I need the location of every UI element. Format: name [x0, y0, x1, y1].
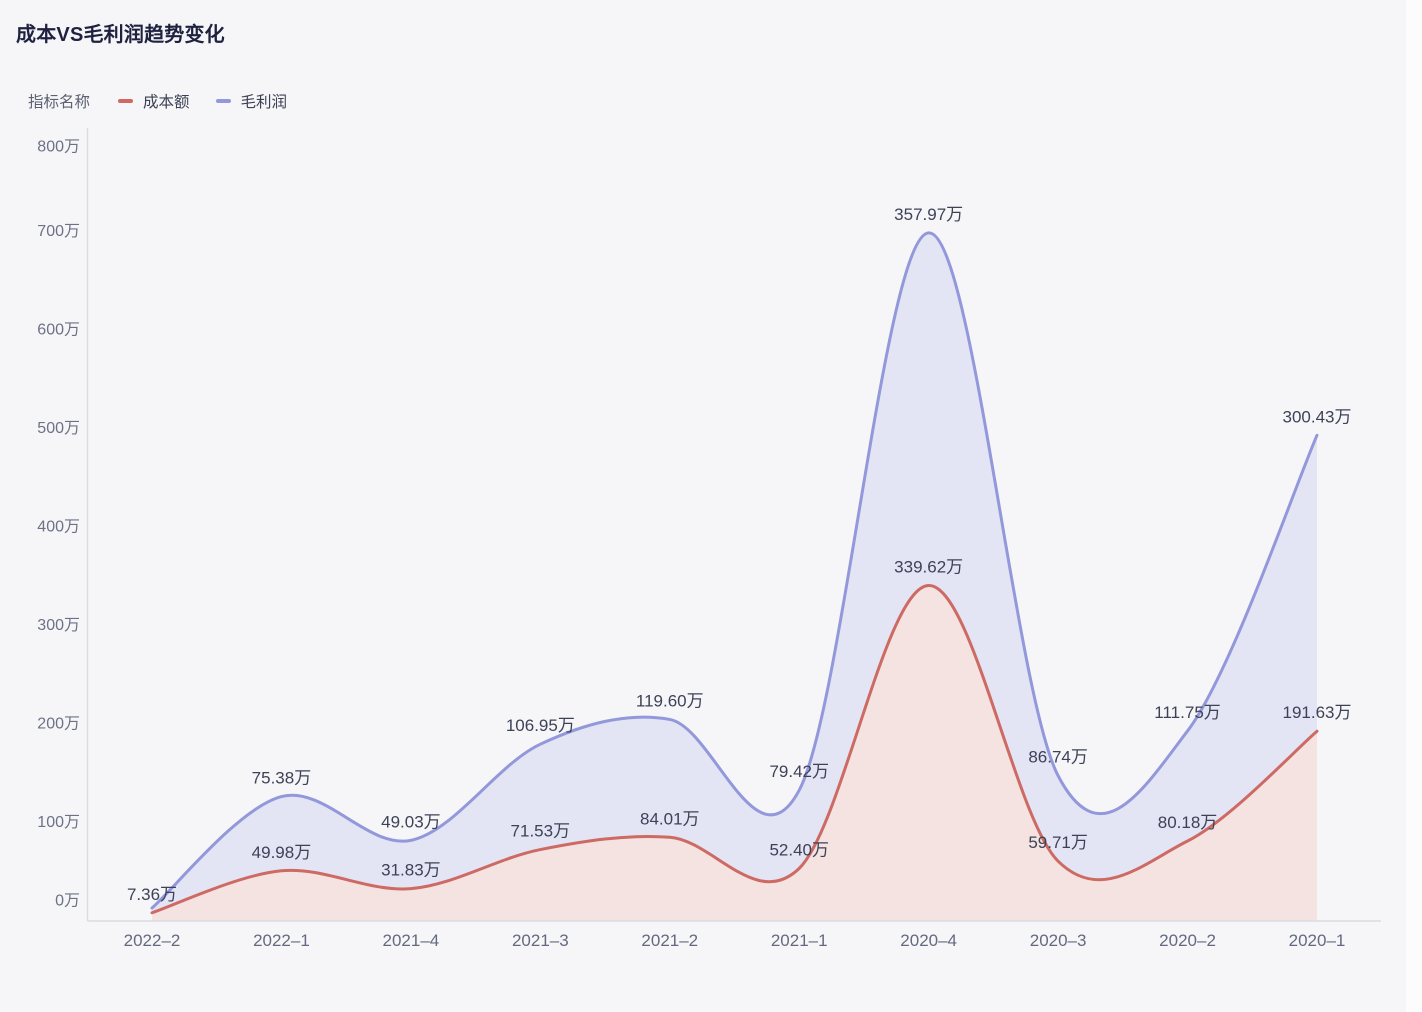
legend-item-1[interactable]: 毛利润 — [215, 90, 288, 112]
x-axis-label: 2020–3 — [1030, 931, 1087, 950]
x-axis-label: 2021–1 — [771, 931, 828, 950]
legend-item-0[interactable]: 成本额 — [118, 90, 190, 112]
x-axis-label: 2021–4 — [383, 931, 440, 950]
x-axis-label: 2020–1 — [1289, 931, 1346, 950]
data-label: 191.63万 — [1282, 703, 1351, 722]
data-label: 79.42万 — [769, 762, 829, 781]
data-label: 111.75万 — [1154, 703, 1220, 722]
data-label: 84.01万 — [640, 809, 700, 828]
y-tick-label: 100万 — [37, 814, 80, 831]
data-label: 49.03万 — [381, 812, 441, 831]
data-label: 52.40万 — [769, 840, 829, 859]
y-tick-label: 0万 — [55, 893, 80, 910]
data-label: 106.95万 — [506, 716, 575, 735]
y-tick-label: 400万 — [37, 519, 80, 536]
data-label: 339.62万 — [894, 557, 963, 576]
data-label: 86.74万 — [1028, 748, 1088, 767]
data-label: 357.97万 — [894, 205, 963, 224]
data-label: 80.18万 — [1158, 813, 1218, 832]
data-label: 59.71万 — [1028, 833, 1088, 852]
y-tick-label: 500万 — [37, 420, 80, 437]
profit-area — [152, 232, 1317, 913]
legend-line-marker — [215, 99, 231, 103]
x-axis-label: 2020–4 — [900, 931, 957, 950]
legend: 指标名称 成本额 毛利润 — [28, 90, 313, 112]
legend-caption: 指标名称 — [28, 94, 91, 111]
right-edge-strip — [1406, 0, 1422, 1012]
y-tick-label: 600万 — [37, 322, 80, 339]
cost-area — [152, 585, 1317, 921]
data-label: 75.38万 — [252, 769, 312, 788]
y-tick-label: 300万 — [37, 617, 80, 634]
legend-item-label: 成本额 — [143, 94, 190, 111]
cost-line — [150, 583, 1319, 915]
y-tick-label: 700万 — [37, 223, 80, 240]
legend-line-marker — [118, 99, 134, 103]
x-axis-label: 2021–2 — [641, 931, 698, 950]
x-axis-label: 2020–2 — [1159, 931, 1216, 950]
y-tick-label: 200万 — [37, 716, 80, 733]
data-label: 119.60万 — [636, 691, 704, 710]
legend-item-label: 毛利润 — [240, 94, 288, 111]
data-label: 31.83万 — [381, 861, 441, 880]
x-axis-label: 2022–2 — [124, 931, 181, 950]
profit-line — [150, 231, 1319, 910]
data-label: 71.53万 — [511, 822, 571, 841]
y-tick-label: 800万 — [37, 139, 80, 156]
x-axis-label: 2021–3 — [512, 931, 569, 950]
data-label: 300.43万 — [1282, 407, 1351, 426]
chart-title: 成本VS毛利润趋势变化 — [16, 24, 225, 46]
x-axis-label: 2022–1 — [253, 931, 310, 950]
data-label: 7.36万 — [127, 885, 177, 904]
data-label: 49.98万 — [252, 843, 312, 862]
